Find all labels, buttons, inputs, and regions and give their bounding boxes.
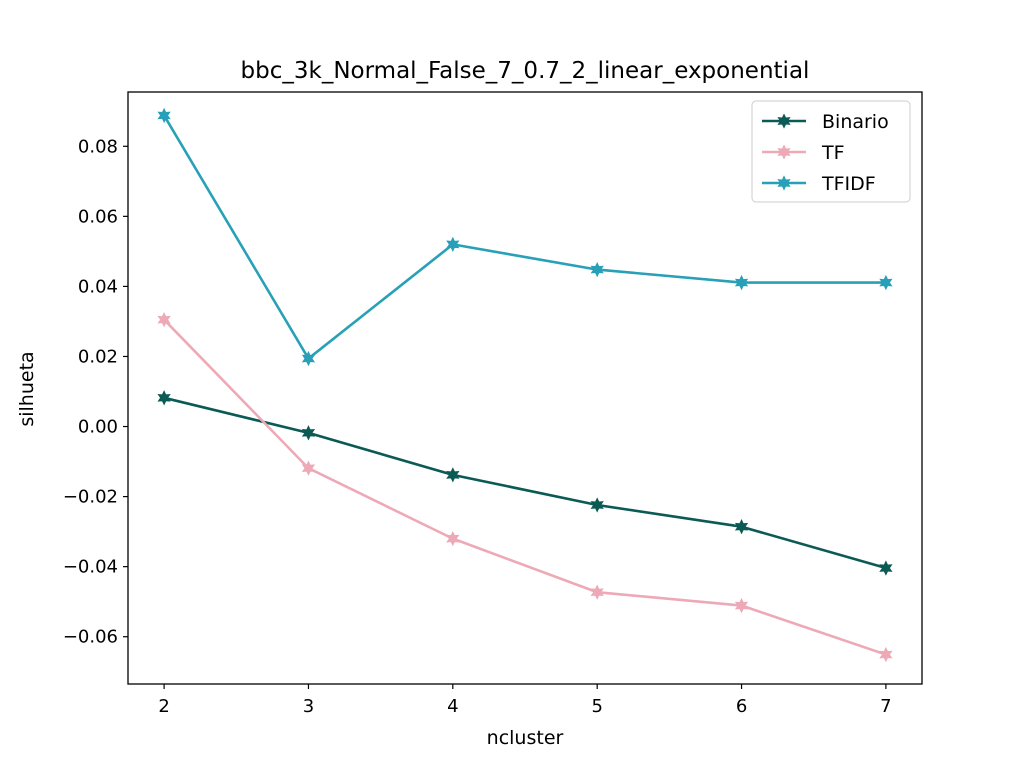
- y-tick-label: 0.00: [78, 417, 118, 438]
- series-line-tf: [163, 318, 887, 656]
- legend-label-binario: Binario: [822, 111, 889, 133]
- data-point-binario: [590, 497, 604, 513]
- data-point-tf: [446, 530, 460, 547]
- x-axis-label: ncluster: [487, 727, 564, 749]
- data-point-binario: [446, 467, 460, 483]
- data-point-tf: [157, 312, 171, 328]
- x-axis: 2 3 4 5 6 7: [158, 684, 892, 717]
- series-layer: [157, 107, 893, 663]
- data-point-tf: [879, 646, 893, 663]
- data-point-tfidf: [446, 236, 460, 253]
- y-tick-label: 0.02: [78, 346, 118, 367]
- data-point-tfidf: [879, 274, 893, 291]
- data-point-tf: [301, 460, 316, 476]
- data-point-tf: [734, 597, 749, 614]
- x-tick-label: 6: [736, 696, 747, 717]
- data-point-tfidf: [734, 274, 749, 291]
- x-tick-label: 4: [447, 696, 458, 717]
- y-axis: −0.06 −0.04 −0.02 0.00 0.02 0.04 0.06 0.08: [63, 136, 128, 648]
- legend: Binario TF TFIDF: [751, 100, 911, 203]
- data-point-tfidf: [590, 261, 604, 278]
- x-tick-label: 2: [158, 696, 169, 717]
- y-tick-label: 0.06: [78, 206, 118, 227]
- plot-area: [127, 91, 923, 685]
- legend-label-tfidf: TFIDF: [821, 173, 876, 195]
- data-point-tfidf: [301, 350, 316, 367]
- data-point-tfidf: [157, 107, 171, 124]
- legend-label-tf: TF: [821, 142, 845, 164]
- series-line-binario: [163, 396, 887, 570]
- data-point-binario: [301, 425, 316, 441]
- x-tick-label: 3: [303, 696, 314, 717]
- plot-frame: [127, 91, 923, 685]
- data-point-tf: [590, 584, 604, 600]
- x-tick-label: 5: [591, 696, 602, 717]
- data-point-binario: [157, 390, 171, 406]
- x-tick-label: 7: [880, 696, 891, 717]
- y-tick-label: 0.04: [78, 276, 118, 297]
- y-axis-label: silhueta: [16, 351, 38, 426]
- legend-marker-tf: [777, 144, 791, 160]
- y-tick-label: −0.06: [63, 627, 118, 648]
- data-point-binario: [879, 560, 893, 576]
- series-line-tfidf: [162, 114, 886, 360]
- legend-marker-binario: [777, 113, 791, 129]
- legend-box: [751, 100, 911, 203]
- data-point-binario: [734, 519, 749, 535]
- chart-title: bbc_3k_Normal_False_7_0.7_2_linear_expon…: [241, 58, 810, 84]
- legend-marker-tfidf: [777, 175, 791, 191]
- y-tick-label: 0.08: [78, 136, 118, 157]
- y-tick-label: −0.02: [63, 487, 118, 508]
- y-tick-label: −0.04: [63, 557, 118, 578]
